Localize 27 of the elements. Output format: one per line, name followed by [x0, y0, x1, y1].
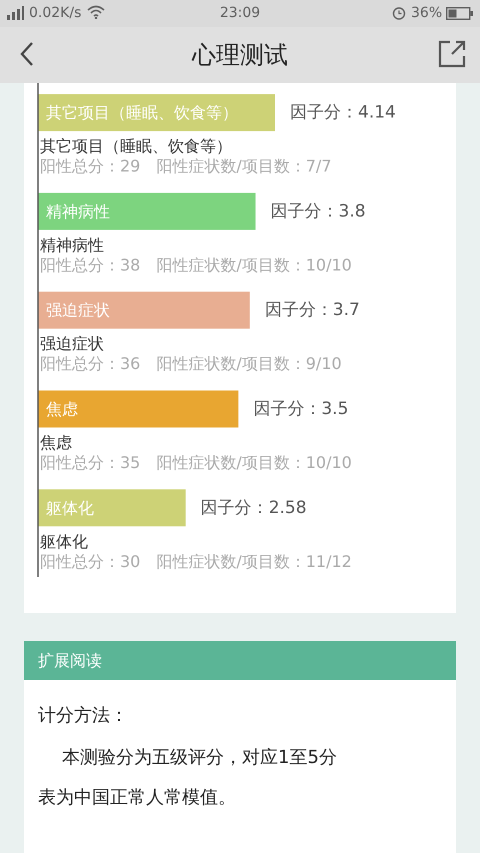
- text: 23:09: [220, 5, 260, 21]
- bar: [38, 292, 250, 329]
- data-label: 因子分：3.8: [270, 201, 366, 222]
- annotation: 阳性总分：36 阳性症状数/项目数：9/10: [40, 354, 342, 374]
- bar: [38, 192, 256, 230]
- annotation: 阳性总分：38 阳性症状数/项目数：10/10: [40, 255, 352, 274]
- text: 本测验分为五级评分，对应1至5分: [62, 746, 337, 769]
- text: 0.02K/s: [29, 5, 82, 21]
- data-label: 因子分：3.7: [264, 300, 360, 320]
- text: 表为中国正常人常模值。: [38, 786, 236, 809]
- annotation: 阳性总分：35 阳性症状数/项目数：10/10: [40, 453, 352, 472]
- text: 36%: [411, 5, 442, 21]
- data-label: 因子分：3.5: [253, 399, 348, 419]
- data-label: 因子分：2.58: [200, 498, 307, 518]
- text: 计分方法：: [38, 704, 128, 727]
- bar: [38, 489, 186, 526]
- annotation: 阳性总分：29 阳性症状数/项目数：7/7: [40, 156, 332, 176]
- text: 扩展阅读: [24, 641, 456, 680]
- annotation: 阳性总分：30 阳性症状数/项目数：11/12: [40, 552, 352, 571]
- bar: [38, 390, 238, 428]
- chart-title: 心理测试: [190, 40, 289, 71]
- y-tick-label: 精神病性: [46, 202, 110, 221]
- y-tick-label: 躯体化: [46, 498, 94, 518]
- y-tick-label: 焦虑: [46, 400, 78, 418]
- data-label: 因子分：4.14: [290, 102, 396, 123]
- y-tick-label: 其它项目（睡眠、饮食等）: [46, 103, 238, 122]
- y-tick-label: 强迫症状: [46, 300, 110, 320]
